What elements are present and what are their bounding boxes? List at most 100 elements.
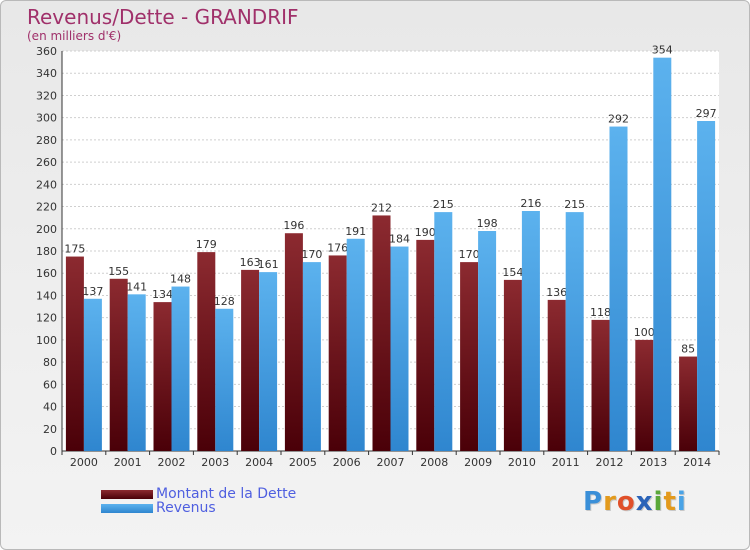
y-tick-label: 20 bbox=[43, 423, 57, 436]
bar-dette bbox=[65, 256, 84, 451]
y-tick-label: 180 bbox=[36, 245, 57, 258]
y-tick-label: 160 bbox=[36, 267, 57, 280]
y-tick-label: 100 bbox=[36, 334, 57, 347]
data-label-dette: 170 bbox=[459, 248, 480, 261]
bar-revenus bbox=[390, 246, 409, 451]
y-tick-label: 320 bbox=[36, 89, 57, 102]
data-label-revenus: 292 bbox=[608, 113, 629, 126]
y-tick-label: 200 bbox=[36, 223, 57, 236]
x-tick-label: 2007 bbox=[377, 456, 405, 469]
x-tick-label: 2011 bbox=[552, 456, 580, 469]
y-tick-label: 120 bbox=[36, 312, 57, 325]
data-label-revenus: 215 bbox=[433, 198, 454, 211]
logo-letter: x bbox=[635, 487, 654, 517]
x-tick-label: 2013 bbox=[639, 456, 667, 469]
legend-label-revenus: Revenus bbox=[156, 500, 216, 516]
y-tick-label: 140 bbox=[36, 289, 57, 302]
bar-dette bbox=[547, 299, 566, 451]
bar-dette bbox=[197, 252, 216, 451]
data-label-dette: 175 bbox=[64, 243, 85, 256]
data-label-dette: 190 bbox=[415, 226, 436, 239]
x-tick-label: 2001 bbox=[114, 456, 142, 469]
y-tick-label: 40 bbox=[43, 401, 57, 414]
x-tick-label: 2014 bbox=[683, 456, 711, 469]
y-tick-label: 240 bbox=[36, 178, 57, 191]
x-tick-label: 2008 bbox=[420, 456, 448, 469]
legend-label-dette: Montant de la Dette bbox=[156, 486, 297, 502]
data-label-revenus: 184 bbox=[389, 233, 410, 246]
data-label-revenus: 191 bbox=[345, 225, 366, 238]
bar-dette bbox=[460, 262, 479, 451]
bar-dette bbox=[416, 239, 435, 451]
data-label-revenus: 297 bbox=[696, 107, 717, 120]
bar-dette bbox=[109, 278, 128, 451]
bar-revenus bbox=[259, 272, 278, 451]
bar-revenus bbox=[83, 298, 102, 451]
bar-dette bbox=[241, 269, 260, 451]
data-label-revenus: 170 bbox=[301, 248, 322, 261]
logo-letter: r bbox=[603, 487, 617, 517]
x-tick-label: 2010 bbox=[508, 456, 536, 469]
data-label-revenus: 198 bbox=[477, 217, 498, 230]
x-tick-label: 2009 bbox=[464, 456, 492, 469]
chart-subtitle: (en milliers d'€) bbox=[27, 29, 122, 43]
data-label-revenus: 216 bbox=[520, 197, 541, 210]
bar-revenus bbox=[521, 211, 540, 451]
data-label-dette: 136 bbox=[546, 286, 567, 299]
y-tick-label: 280 bbox=[36, 134, 57, 147]
logo-letter: i bbox=[676, 487, 687, 517]
x-tick-label: 2006 bbox=[333, 456, 361, 469]
bar-revenus bbox=[609, 126, 628, 452]
y-tick-label: 340 bbox=[36, 67, 57, 80]
data-label-dette: 212 bbox=[371, 201, 392, 214]
bar-dette bbox=[284, 233, 303, 451]
y-tick-label: 300 bbox=[36, 112, 57, 125]
bar-revenus bbox=[697, 121, 716, 451]
bar-dette bbox=[635, 339, 654, 451]
chart-title: Revenus/Dette - GRANDRIF bbox=[27, 5, 299, 29]
bar-revenus bbox=[171, 286, 190, 451]
data-label-dette: 100 bbox=[634, 326, 655, 339]
x-tick-label: 2012 bbox=[596, 456, 624, 469]
data-label-dette: 179 bbox=[196, 238, 217, 251]
data-label-dette: 155 bbox=[108, 265, 129, 278]
legend-swatch-revenus bbox=[101, 504, 153, 513]
x-tick-label: 2002 bbox=[158, 456, 186, 469]
logo-letter: P bbox=[583, 487, 604, 517]
data-label-revenus: 215 bbox=[564, 198, 585, 211]
bar-revenus bbox=[565, 212, 584, 451]
bar-revenus bbox=[127, 294, 146, 451]
bar-revenus bbox=[215, 308, 234, 451]
x-tick-label: 2005 bbox=[289, 456, 317, 469]
bar-dette bbox=[503, 279, 522, 451]
logo-letter: i bbox=[653, 487, 664, 517]
y-tick-label: 360 bbox=[36, 45, 57, 58]
bar-dette bbox=[328, 255, 347, 451]
y-tick-label: 220 bbox=[36, 201, 57, 214]
y-tick-label: 260 bbox=[36, 156, 57, 169]
data-label-dette: 196 bbox=[283, 219, 304, 232]
bar-revenus bbox=[346, 238, 365, 451]
bar-revenus bbox=[434, 212, 453, 451]
bar-revenus bbox=[478, 231, 497, 451]
data-label-revenus: 161 bbox=[258, 258, 279, 271]
data-label-dette: 134 bbox=[152, 288, 173, 301]
bar-dette bbox=[679, 356, 698, 451]
logo-letter: t bbox=[663, 487, 677, 517]
data-label-dette: 85 bbox=[681, 343, 695, 356]
bar-dette bbox=[372, 215, 391, 451]
data-label-revenus: 141 bbox=[126, 280, 147, 293]
data-label-dette: 176 bbox=[327, 241, 348, 254]
x-tick-label: 2000 bbox=[70, 456, 98, 469]
y-tick-label: 60 bbox=[43, 378, 57, 391]
data-label-revenus: 137 bbox=[82, 285, 103, 298]
bar-revenus bbox=[653, 57, 672, 452]
logo-letter: o bbox=[616, 487, 636, 517]
y-tick-label: 0 bbox=[50, 445, 57, 458]
bar-dette bbox=[153, 302, 172, 451]
proxiti-logo: Proxiti bbox=[583, 487, 687, 517]
data-label-revenus: 128 bbox=[214, 295, 235, 308]
data-label-dette: 154 bbox=[502, 266, 523, 279]
